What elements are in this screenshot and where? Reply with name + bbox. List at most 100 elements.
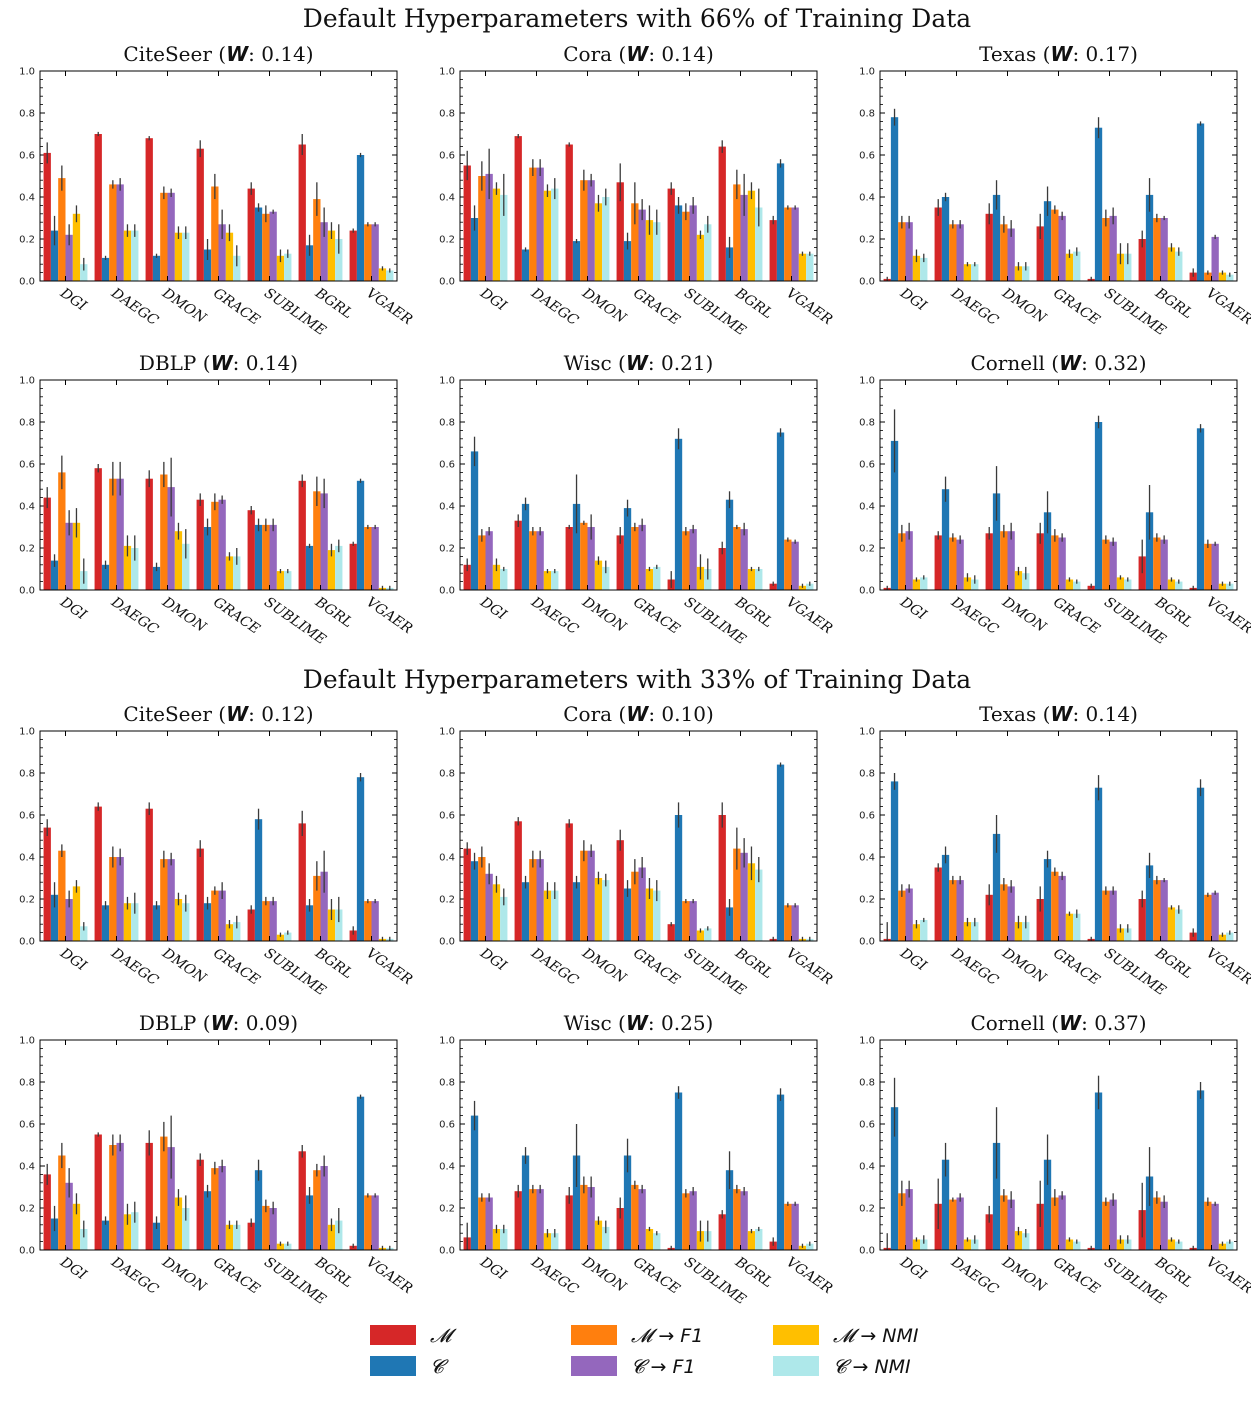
bar [587, 1187, 595, 1250]
bar [247, 188, 255, 281]
y-tick-label: 0.2 [439, 1204, 455, 1215]
x-tick-label: VGAER [1203, 1254, 1251, 1297]
y-tick-label: 1.0 [439, 67, 455, 78]
bar [313, 199, 321, 281]
bar [890, 117, 899, 281]
panel-title-dataset: DBLP ( [139, 1011, 211, 1035]
x-tick-label: BGRL [731, 594, 775, 632]
bar [131, 230, 139, 281]
bar [1138, 239, 1146, 281]
bar [276, 571, 285, 590]
bar [1196, 1090, 1205, 1250]
bar [335, 909, 343, 941]
bar [1116, 1239, 1125, 1250]
bar [65, 522, 73, 590]
bar [536, 859, 544, 941]
x-tick-label: VGAER [1203, 594, 1251, 637]
y-tick-label: 0.6 [859, 151, 875, 162]
bar [50, 230, 59, 281]
bar [145, 478, 153, 590]
bar [1058, 1195, 1066, 1250]
bar [94, 134, 102, 281]
bar [174, 1197, 183, 1250]
x-tick-label: DMON [998, 1254, 1049, 1296]
bar [101, 905, 110, 941]
bar [725, 1170, 734, 1250]
legend-label: 𝓒 → F1 [631, 1356, 695, 1378]
plot-frame [879, 1039, 1238, 1251]
bar [551, 571, 559, 590]
bar [971, 922, 979, 941]
y-tick-label: 0.8 [19, 109, 35, 120]
bar [565, 527, 573, 590]
bar [905, 1189, 913, 1250]
bar [233, 255, 241, 281]
bar [131, 903, 139, 941]
panel-title-w: W [626, 702, 649, 726]
bar [572, 882, 581, 941]
bar [109, 857, 117, 941]
bar [284, 1243, 292, 1250]
bar [912, 255, 921, 281]
y-tick-label: 1.0 [859, 67, 875, 78]
x-tick-label: GRACE [210, 594, 262, 637]
bar [616, 1208, 624, 1250]
bar [963, 1239, 972, 1250]
panel-title: CiteSeer (W: 0.12) [123, 702, 313, 726]
bar [174, 232, 183, 281]
bar [580, 1184, 588, 1250]
bar [1204, 272, 1212, 281]
panel-title-dataset: CiteSeer ( [123, 702, 226, 726]
bar [478, 1197, 486, 1250]
x-tick-label: GRACE [630, 1254, 682, 1297]
chart-panel: Cora (W: 0.14) 0.0 0.2 0.4 0.6 0.8 1.0 DGI DAEGC… [439, 42, 835, 339]
bar [718, 548, 726, 590]
bar [1153, 1197, 1161, 1250]
y-tick-label: 0.8 [19, 769, 35, 780]
y-tick-label: 0.4 [439, 502, 455, 513]
bar [776, 163, 785, 281]
bar [218, 499, 226, 590]
bar [43, 152, 51, 281]
bar [1167, 579, 1176, 590]
bar [262, 524, 270, 590]
bar [123, 1214, 132, 1250]
y-tick-label: 0.2 [19, 235, 35, 246]
bar [638, 524, 646, 590]
x-tick-label: DAEGC [947, 1254, 1001, 1299]
bar [298, 480, 306, 590]
bar [941, 489, 950, 590]
panel-title: Cornell (W: 0.32) [970, 351, 1146, 375]
bar [725, 499, 734, 590]
bar [349, 543, 357, 590]
bar [733, 527, 741, 590]
y-tick-label: 0.4 [439, 193, 455, 204]
bar [956, 224, 964, 281]
bar [276, 255, 285, 281]
bar [233, 1224, 241, 1250]
bar [284, 932, 292, 941]
x-tick-label: DGI [896, 1254, 929, 1284]
bar [305, 545, 314, 590]
x-tick-label: DMON [998, 945, 1049, 987]
y-tick-label: 0.0 [439, 937, 455, 948]
x-tick-label: DMON [158, 945, 209, 987]
bar [806, 1243, 814, 1250]
panel-title-score: : 0.14) [1072, 702, 1137, 726]
bar [182, 543, 190, 590]
y-tick-label: 0.2 [19, 1204, 35, 1215]
x-tick-label: DAEGC [527, 285, 581, 330]
bar [1226, 1241, 1234, 1250]
x-tick-label: GRACE [1050, 594, 1102, 637]
x-tick-label: BGRL [1151, 1254, 1195, 1292]
bar [1196, 428, 1205, 590]
y-tick-label: 0.6 [439, 151, 455, 162]
bar [262, 213, 270, 281]
bar [174, 899, 183, 941]
bar [43, 827, 51, 941]
bar [638, 1189, 646, 1250]
bar [1065, 913, 1074, 941]
bar [890, 781, 899, 941]
bar [594, 878, 603, 941]
bar [1007, 228, 1015, 281]
